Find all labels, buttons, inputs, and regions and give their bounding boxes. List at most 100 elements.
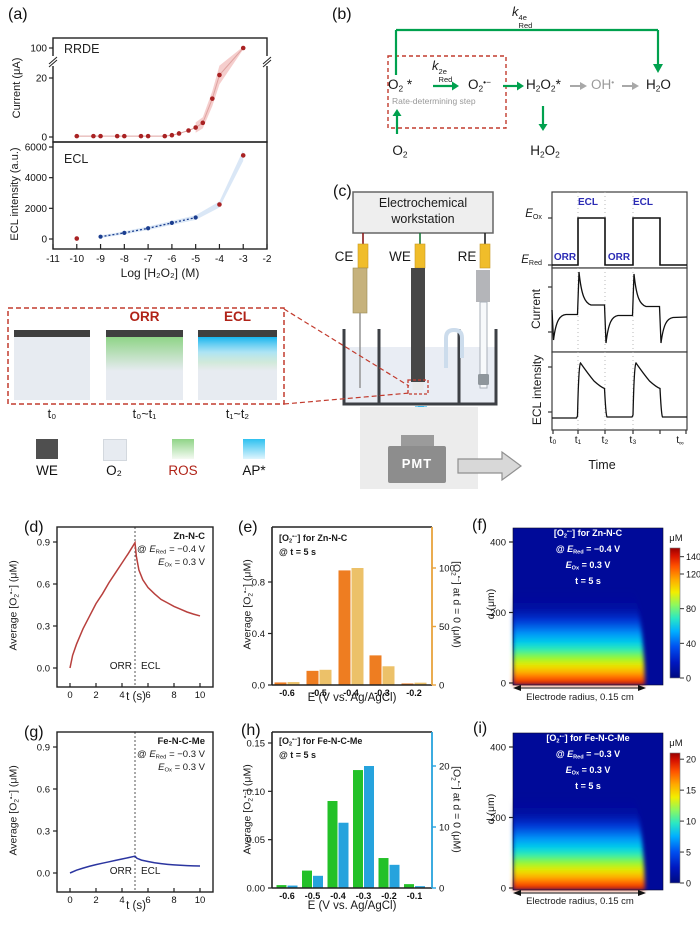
inset-time-t0: t₀	[47, 407, 57, 421]
panel-f-zn-heatmap: 0 200 400 0 40 80 120 140 (f) d (μm) [O2•−] for…	[455, 495, 700, 707]
panel-g-orr-region: ORR	[109, 866, 132, 877]
we-electrode-tip	[412, 382, 424, 390]
panel-i-ylabel: d (μm)	[485, 793, 497, 825]
svg-text:10: 10	[439, 823, 450, 834]
panel-h-title: [O2•−] for Fe-N-C-Me	[279, 736, 363, 748]
signal-plot-boxes	[551, 191, 688, 431]
svg-text:-11: -11	[46, 254, 60, 265]
svg-text:0.3: 0.3	[37, 622, 50, 633]
panel-a-label: (a)	[8, 6, 28, 23]
panel-a-plot: 0 20 100 0 2000 4000 6000 -11 -10 -9 -8 -7 -6 -5 -4 -3 -…	[25, 37, 272, 265]
svg-text:10: 10	[195, 895, 206, 906]
svg-text:4000: 4000	[25, 173, 48, 184]
panel-d-zn-concentration-time: 0.0 0.3 0.6 0.9 0 2 4 6 8 10 (d) Average [O2•−] (…	[0, 495, 240, 707]
rrde-series-label: RRDE	[64, 42, 100, 56]
svg-text:200: 200	[490, 813, 506, 824]
svg-text:0.9: 0.9	[37, 538, 50, 549]
workstation-box	[352, 191, 494, 234]
inset-time-t1-t2: t₁~t₂	[225, 407, 250, 421]
species-h2o2-excited: H2O2*	[526, 77, 561, 94]
panel-e-xlabel: E (V vs. Ag/AgCl)	[307, 692, 397, 704]
svg-text:-0.6: -0.6	[279, 688, 295, 698]
panel-e-subtitle: @ t = 5 s	[279, 547, 317, 557]
we-tip-zoom-box	[407, 379, 429, 395]
panel-f-title-line4: t = 5 s	[575, 576, 601, 586]
panel-f-chart: 0 200 400 0 40 80 120 140	[490, 527, 700, 691]
pmt-window	[401, 435, 434, 446]
species-superoxide: O2•−	[468, 77, 491, 94]
panel-d-catalyst-name: Zn-N-C	[173, 531, 205, 542]
svg-text:8: 8	[171, 690, 176, 701]
ecl-waveform	[552, 361, 687, 419]
inset-ecl-label: ECL	[224, 309, 251, 324]
species-oh-radical: OH•	[591, 77, 615, 93]
svg-text:100: 100	[30, 44, 47, 55]
svg-text:0: 0	[439, 884, 444, 895]
svg-text:-0.5: -0.5	[305, 891, 321, 901]
panel-b-label: (b)	[332, 6, 352, 23]
gray-arrow-heads	[580, 82, 639, 90]
pmt-body	[388, 446, 446, 483]
svg-text:0: 0	[686, 879, 691, 889]
we-label: WE	[389, 249, 411, 264]
panel-i-chart: 0 200 400 0 5 10 15 20	[490, 732, 696, 896]
panel-i-title-line2: @ ERed = −0.3 V	[555, 749, 621, 761]
svg-h-plot: 0.00 0.05 0.10 0.15 0 10 20 -0.6 -0.5 -0.4 -0.3 -0.…	[247, 731, 450, 901]
panel-e-left-ylabel: Average [O2•−] (μM)	[241, 559, 255, 650]
svg-text:10: 10	[195, 690, 206, 701]
panel-g-ecl-region: ECL	[141, 866, 161, 877]
svg-text:0.05: 0.05	[247, 835, 266, 846]
panel-g-xlabel: t (s)	[126, 900, 146, 912]
panel-g-label: (g)	[24, 724, 44, 741]
svg-text:0.6: 0.6	[37, 785, 50, 796]
svg-i-plot: 0 200 400 0 5 10 15 20	[490, 732, 696, 896]
k2e-rate-constant: k 2e Red	[432, 58, 453, 84]
u-tube	[444, 327, 464, 368]
panel-c-label: (c)	[333, 183, 352, 200]
svg-text:5: 5	[686, 848, 691, 858]
panel-i-title-line3: EOx = 0.3 V	[565, 765, 611, 777]
svg-text:0: 0	[41, 133, 47, 144]
panel-d-ecl-region: ECL	[141, 661, 161, 672]
re-label: RE	[457, 249, 477, 264]
svg-text:20: 20	[686, 755, 696, 765]
svg-text:6: 6	[145, 895, 150, 906]
we-electrode-body	[411, 268, 425, 382]
rate-determining-dashed-box	[387, 55, 507, 129]
panel-d-condition-1: @ ERed = −0.4 V	[137, 544, 205, 556]
panel-a-bottom-ylabel: ECL intensity (a.u.)	[9, 147, 21, 241]
species-h2o2: H2O2	[530, 143, 560, 160]
panel-i-title-line1: [O2•−] for Fe-N-C-Me	[546, 733, 630, 745]
panel-i-fe-heatmap: 0 200 400 0 5 10 15 20 (i) d (μm) [O2•−] for Fe…	[455, 700, 700, 927]
panel-g-fe-concentration-time: 0.0 0.3 0.6 0.9 0 2 4 6 8 10 (g) Average [O2•−] (…	[0, 700, 240, 927]
ce-electrode-body	[352, 267, 368, 314]
legend-swatch-ros	[172, 439, 194, 459]
svg-f-plot: 0 200 400 0 40 80 120 140	[490, 527, 700, 691]
ecl-pulse-label-2: ECL	[633, 197, 653, 208]
current-waveform	[551, 271, 688, 344]
svg-text:-6: -6	[167, 254, 176, 265]
svg-text:0: 0	[439, 681, 444, 692]
svg-text:-8: -8	[120, 254, 129, 265]
svg-text:0.8: 0.8	[252, 578, 265, 589]
panel-b-reaction-scheme: (b) k 4e Red k 2e Red O2 * O2•− H2O2* OH• H2…	[320, 0, 700, 178]
svg-text:10: 10	[686, 817, 696, 827]
legend-label-ap: AP*	[242, 463, 266, 478]
svg-text:400: 400	[490, 538, 506, 549]
svg-text:0.10: 0.10	[247, 787, 266, 798]
svg-text:0.3: 0.3	[37, 827, 50, 838]
svg-text:200: 200	[490, 608, 506, 619]
svg-text:0.00: 0.00	[247, 884, 266, 895]
legend-label-ros: ROS	[168, 463, 198, 478]
k4e-rate-constant: k 4e Red	[512, 4, 533, 30]
svg-text:2: 2	[93, 895, 98, 906]
panel-i-xlabel: Electrode radius, 0.15 cm	[526, 896, 634, 907]
svg-text:-0.1: -0.1	[407, 891, 423, 901]
svg-text:-0.6: -0.6	[279, 891, 295, 901]
panel-g-condition-1: @ ERed = −0.3 V	[137, 749, 205, 761]
electrochemical-cell-graphic	[342, 191, 688, 489]
panel-c-setup-schematic: (c) Electrochemical workstation CE WE RE…	[330, 182, 700, 494]
green-arrow-paths	[394, 28, 660, 134]
rate-determining-step-label: Rate-determining step	[392, 96, 476, 106]
svg-text:-9: -9	[96, 254, 105, 265]
